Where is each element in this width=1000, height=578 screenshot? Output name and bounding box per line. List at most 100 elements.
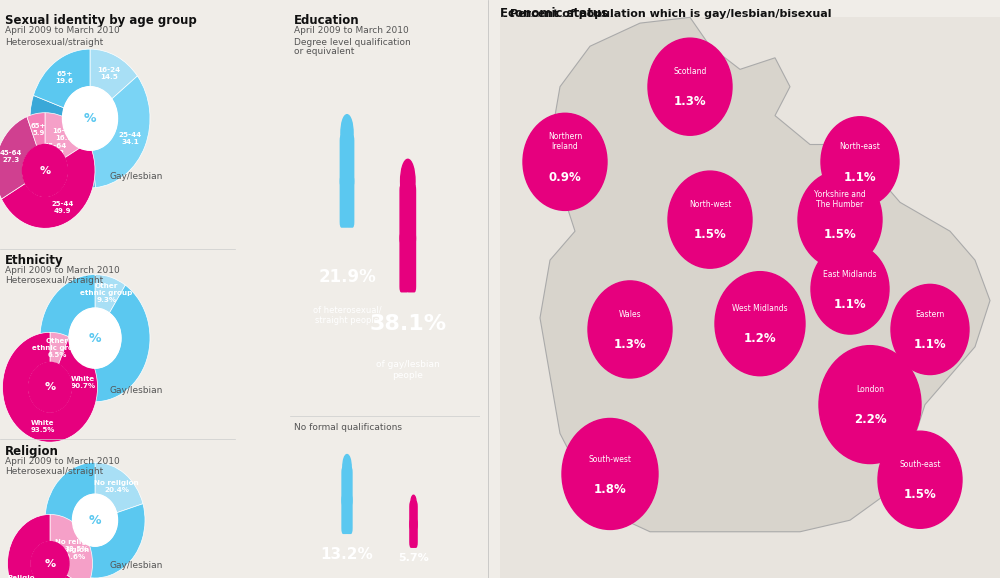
Text: Religion
66.5%: Religion 66.5% bbox=[7, 575, 40, 578]
Text: Heterosexual/straight: Heterosexual/straight bbox=[500, 312, 598, 321]
Circle shape bbox=[878, 431, 962, 528]
Wedge shape bbox=[8, 514, 87, 578]
Wedge shape bbox=[33, 49, 90, 108]
Circle shape bbox=[605, 343, 633, 391]
Text: 8.6: 8.6 bbox=[601, 72, 614, 78]
Wedge shape bbox=[3, 332, 97, 442]
Circle shape bbox=[734, 473, 756, 510]
Text: Percent of population which is gay/lesbian/bisexual: Percent of population which is gay/lesbi… bbox=[510, 9, 832, 18]
Text: Degree level qualification: Degree level qualification bbox=[294, 38, 411, 47]
Text: Ex smoker/
never smoked
65: Ex smoker/ never smoked 65 bbox=[734, 495, 790, 516]
Text: Scotland: Scotland bbox=[673, 67, 707, 76]
Circle shape bbox=[72, 494, 118, 546]
Text: Gay/lesbian: Gay/lesbian bbox=[675, 362, 725, 372]
Circle shape bbox=[668, 171, 752, 268]
Circle shape bbox=[588, 281, 672, 378]
Text: South-east: South-east bbox=[899, 460, 941, 469]
Text: Gay/lesbian: Gay/lesbian bbox=[854, 362, 903, 372]
FancyBboxPatch shape bbox=[409, 518, 415, 548]
Text: 1.2%: 1.2% bbox=[744, 332, 776, 345]
Circle shape bbox=[821, 117, 899, 207]
Text: 16-24
14.5: 16-24 14.5 bbox=[98, 66, 121, 80]
Text: Other
ethnic group
9.3%: Other ethnic group 9.3% bbox=[80, 283, 133, 303]
Text: Heterosexual/straight: Heterosexual/straight bbox=[5, 467, 103, 476]
Text: North-east: North-east bbox=[840, 142, 880, 151]
Circle shape bbox=[28, 362, 72, 412]
FancyBboxPatch shape bbox=[346, 495, 353, 534]
Circle shape bbox=[819, 346, 921, 464]
Text: 5.7%: 5.7% bbox=[398, 553, 429, 563]
Circle shape bbox=[62, 87, 118, 150]
Wedge shape bbox=[27, 113, 45, 146]
Text: 65+
19.6: 65+ 19.6 bbox=[56, 71, 74, 84]
Text: Yes
78.8: Yes 78.8 bbox=[595, 387, 614, 406]
Text: Economically
inactive
24.8: Economically inactive 24.8 bbox=[605, 75, 658, 95]
Circle shape bbox=[341, 114, 353, 151]
Wedge shape bbox=[90, 49, 137, 99]
Wedge shape bbox=[50, 514, 92, 578]
Text: April 2009 to March 2010: April 2009 to March 2010 bbox=[500, 305, 615, 314]
Wedge shape bbox=[45, 113, 89, 158]
Text: 16-24
16.9: 16-24 16.9 bbox=[52, 128, 74, 141]
Text: April 2009 to March 2010: April 2009 to March 2010 bbox=[5, 266, 120, 275]
Text: %: % bbox=[39, 165, 51, 176]
Circle shape bbox=[598, 90, 630, 142]
Text: White
90.7%: White 90.7% bbox=[71, 376, 96, 390]
Text: Religion: Religion bbox=[5, 445, 59, 458]
Text: No religion
33.5%: No religion 33.5% bbox=[55, 539, 99, 553]
Text: of gay/lesbian
people: of gay/lesbian people bbox=[376, 360, 440, 380]
Text: North-west: North-west bbox=[689, 200, 731, 209]
Text: April 2009 to March 2010: April 2009 to March 2010 bbox=[500, 16, 615, 25]
Text: Unemployment (16+): Unemployment (16+) bbox=[549, 105, 632, 114]
Text: Gay/lesbian: Gay/lesbian bbox=[678, 111, 728, 120]
Text: Gay/lesbian: Gay/lesbian bbox=[110, 172, 163, 181]
Text: No formal qualifications: No formal qualifications bbox=[294, 423, 402, 432]
Text: Wales: Wales bbox=[619, 310, 641, 319]
Wedge shape bbox=[588, 315, 650, 419]
Text: %: % bbox=[84, 112, 96, 125]
Circle shape bbox=[22, 144, 68, 197]
Text: %: % bbox=[44, 382, 56, 392]
Text: April 2009 to March 2010: April 2009 to March 2010 bbox=[5, 457, 120, 466]
Text: 1.5%: 1.5% bbox=[904, 488, 936, 501]
Text: Economically
Inactive
18.4: Economically Inactive 18.4 bbox=[574, 201, 622, 220]
Text: %: % bbox=[89, 332, 101, 344]
Text: Yes
80.4: Yes 80.4 bbox=[572, 500, 590, 513]
Text: Education: Education bbox=[294, 14, 359, 27]
Wedge shape bbox=[574, 194, 588, 220]
Circle shape bbox=[576, 217, 599, 257]
Wedge shape bbox=[45, 462, 145, 578]
Text: Smokers: Smokers bbox=[675, 296, 732, 309]
Circle shape bbox=[523, 113, 607, 210]
Wedge shape bbox=[92, 76, 150, 188]
Text: White
93.5%: White 93.5% bbox=[31, 420, 55, 433]
Wedge shape bbox=[588, 194, 611, 229]
Text: %: % bbox=[89, 514, 101, 527]
Circle shape bbox=[411, 495, 416, 512]
Text: 65+
5.9: 65+ 5.9 bbox=[31, 123, 46, 136]
Wedge shape bbox=[95, 462, 143, 513]
Text: Yorkshire and
The Humber: Yorkshire and The Humber bbox=[814, 190, 866, 209]
Text: Ex smoker/
never smoked
77.3: Ex smoker/ never smoked 77.3 bbox=[757, 386, 815, 406]
Circle shape bbox=[31, 542, 69, 578]
Text: April 2009 to March 2010: April 2009 to March 2010 bbox=[294, 26, 409, 35]
Text: 1.5%: 1.5% bbox=[694, 228, 726, 241]
Circle shape bbox=[580, 465, 602, 501]
FancyBboxPatch shape bbox=[500, 17, 1000, 578]
Circle shape bbox=[757, 343, 786, 391]
Text: April 2009 to March 2010: April 2009 to March 2010 bbox=[675, 305, 790, 314]
Circle shape bbox=[891, 284, 969, 375]
Wedge shape bbox=[724, 448, 771, 535]
Circle shape bbox=[343, 454, 351, 480]
Wedge shape bbox=[50, 332, 69, 365]
Text: April 2009 to March 2010: April 2009 to March 2010 bbox=[5, 26, 120, 35]
Text: London: London bbox=[856, 385, 884, 394]
Wedge shape bbox=[40, 275, 150, 402]
Wedge shape bbox=[719, 448, 745, 517]
Circle shape bbox=[401, 160, 415, 203]
Text: 8.4: 8.4 bbox=[577, 203, 588, 210]
Text: Heterosexual/straight: Heterosexual/straight bbox=[5, 38, 103, 47]
Text: South-west: South-west bbox=[588, 454, 632, 464]
Text: 1.1%: 1.1% bbox=[834, 298, 866, 310]
Text: 2.2%: 2.2% bbox=[854, 413, 886, 426]
